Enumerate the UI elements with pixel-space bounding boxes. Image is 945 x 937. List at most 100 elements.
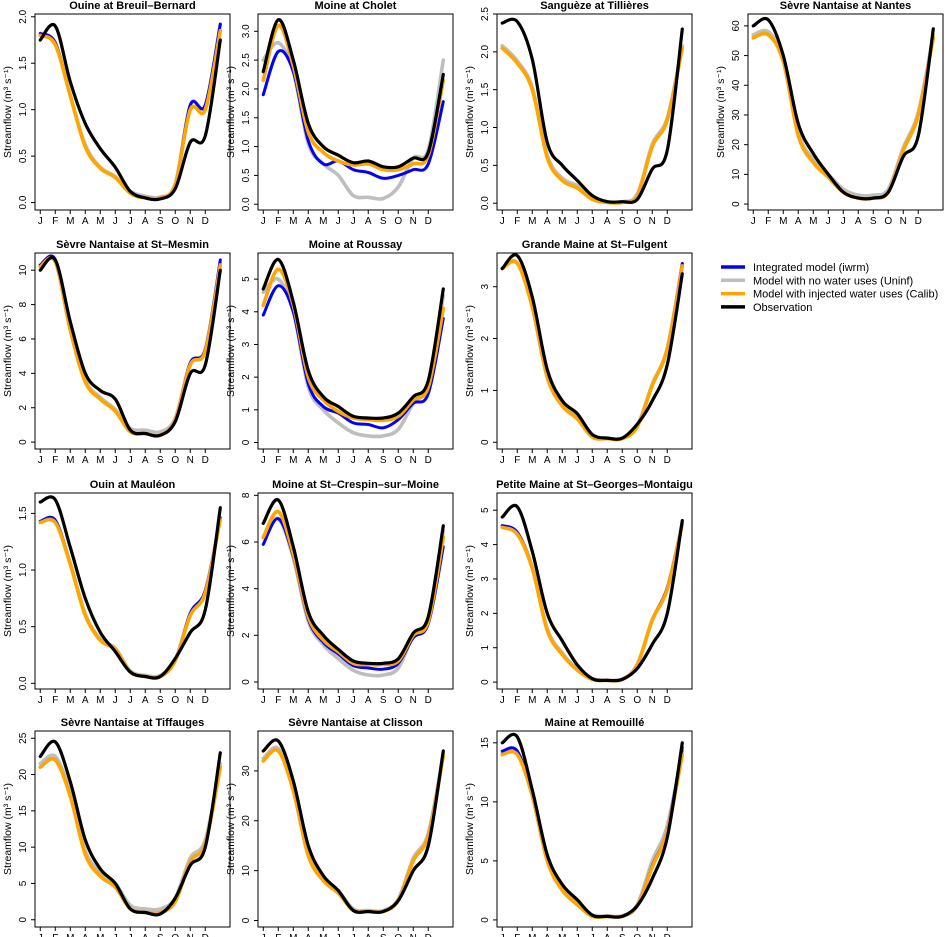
y-tick-label: 40 — [731, 79, 742, 91]
x-tick-label: S — [157, 216, 164, 227]
y-tick-label: 0.5 — [18, 619, 29, 633]
y-tick-label: 1.5 — [480, 82, 491, 96]
x-tick-label: J — [38, 695, 43, 706]
y-axis-label: Streamflow (m³ s⁻¹) — [464, 305, 476, 397]
x-tick-label: S — [157, 695, 164, 706]
y-tick-label: 10 — [480, 796, 491, 808]
x-tick-label: D — [202, 216, 209, 227]
x-tick-label: S — [380, 216, 387, 227]
x-tick-label: A — [82, 455, 89, 466]
x-tick-label: A — [305, 695, 312, 706]
series-line-calib — [38, 256, 223, 438]
legend-label-calib: Model with injected water uses (Calib) — [753, 289, 938, 301]
series-line-obs — [38, 495, 222, 680]
x-tick-label: M — [66, 695, 74, 706]
series-line-iwrm — [38, 22, 222, 201]
x-tick-label: M — [528, 455, 536, 466]
y-tick-label: 8 — [18, 301, 29, 307]
panel-title: Moine at Cholet — [315, 0, 397, 12]
y-tick-label: 2 — [18, 405, 29, 411]
x-tick-label: J — [128, 933, 133, 937]
y-tick-label: 10 — [731, 168, 742, 180]
x-tick-label: M — [319, 455, 327, 466]
y-axis-label: Streamflow (m³ s⁻¹) — [225, 66, 237, 158]
x-tick-label: S — [380, 695, 387, 706]
y-tick-label: 2.0 — [18, 9, 29, 23]
x-tick-label: S — [870, 216, 877, 227]
series-line-obs — [500, 253, 684, 441]
y-tick-label: 15 — [18, 805, 29, 817]
panel-title: Grande Maine at St–Fulgent — [522, 239, 668, 251]
y-tick-label: 1.0 — [241, 139, 252, 153]
legend-label-uninf: Model with no water uses (Uninf) — [753, 275, 913, 287]
x-tick-label: N — [410, 216, 417, 227]
panel-title: Moine at St–Crespin–sur–Moine — [272, 479, 439, 491]
y-axis-label: Streamflow (m³ s⁻¹) — [464, 66, 476, 158]
x-tick-label: O — [633, 933, 641, 937]
y-tick-label: 2 — [241, 374, 252, 380]
x-tick-label: A — [365, 695, 372, 706]
x-tick-label: S — [157, 933, 164, 937]
x-tick-label: O — [171, 933, 179, 937]
series-line-obs — [38, 256, 222, 438]
y-axis-label: Streamflow (m³ s⁻¹) — [464, 545, 476, 637]
x-tick-label: D — [664, 455, 671, 466]
x-tick-label: O — [394, 455, 402, 466]
x-tick-label: M — [558, 216, 566, 227]
x-tick-label: J — [751, 216, 756, 227]
x-tick-label: A — [82, 933, 89, 937]
x-tick-label: M — [96, 933, 104, 937]
y-tick-label: 1.0 — [480, 120, 491, 134]
x-tick-label: O — [394, 695, 402, 706]
x-tick-label: S — [380, 933, 387, 937]
panel-title: Sèvre Nantaise at Nantes — [780, 0, 911, 12]
y-tick-label: 0 — [18, 439, 29, 445]
x-tick-label: N — [649, 695, 656, 706]
x-tick-label: J — [113, 695, 118, 706]
x-tick-label: O — [394, 216, 402, 227]
y-tick-label: 60 — [731, 20, 742, 32]
x-tick-label: M — [809, 216, 817, 227]
x-tick-label: J — [113, 455, 118, 466]
x-tick-label: A — [544, 455, 551, 466]
x-tick-label: M — [319, 216, 327, 227]
y-tick-label: 0 — [480, 439, 491, 445]
y-axis-label: Streamflow (m³ s⁻¹) — [715, 66, 727, 158]
x-tick-label: M — [319, 933, 327, 937]
y-tick-label: 0 — [480, 917, 491, 923]
x-tick-label: J — [575, 933, 580, 937]
y-tick-label: 20 — [731, 139, 742, 151]
panel: Sèvre Nantaise at Tiffauges J F M A M J J A S O N D 0… — [2, 717, 231, 937]
x-tick-label: A — [365, 933, 372, 937]
x-tick-label: J — [500, 695, 505, 706]
x-tick-label: F — [514, 695, 520, 706]
y-tick-label: 5 — [480, 858, 491, 864]
y-tick-label: 2.5 — [480, 7, 491, 21]
y-tick-label: 30 — [731, 109, 742, 121]
panel-title: Petite Maine at St–Georges–Montaigu — [496, 479, 693, 491]
y-axis-label: Streamflow (m³ s⁻¹) — [2, 783, 14, 875]
x-tick-label: D — [664, 933, 671, 937]
y-axis-label: Streamflow (m³ s⁻¹) — [2, 545, 14, 637]
x-tick-label: A — [82, 216, 89, 227]
x-tick-label: O — [633, 695, 641, 706]
y-tick-label: 10 — [241, 865, 252, 877]
x-tick-label: S — [619, 933, 626, 937]
x-tick-label: F — [275, 695, 281, 706]
x-tick-label: J — [590, 216, 595, 227]
y-tick-label: 0 — [241, 917, 252, 923]
x-tick-label: F — [275, 933, 281, 937]
x-tick-label: A — [82, 695, 89, 706]
series-line-calib — [38, 517, 223, 680]
x-tick-label: F — [52, 216, 58, 227]
x-tick-label: A — [142, 455, 149, 466]
series-line-obs — [261, 18, 445, 170]
y-tick-label: 6 — [18, 336, 29, 342]
series-line-obs — [500, 503, 684, 683]
plot-frame — [496, 730, 693, 928]
x-tick-label: F — [514, 216, 520, 227]
series-line-obs — [500, 732, 684, 919]
y-tick-label: 8 — [241, 492, 252, 498]
